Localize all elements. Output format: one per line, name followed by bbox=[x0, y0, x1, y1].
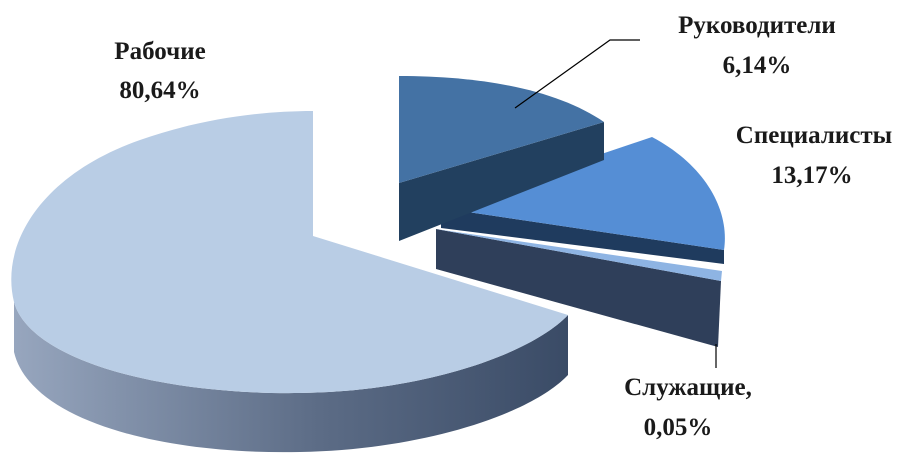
value-specialists: 13,17% bbox=[771, 162, 852, 189]
slice-group-specialists bbox=[441, 137, 725, 264]
slice-group-employees bbox=[436, 229, 722, 347]
slice-group-workers bbox=[11, 111, 568, 453]
label-managers: Руководители bbox=[678, 12, 836, 39]
slice-employees bbox=[436, 229, 722, 281]
label-specialists: Специалисты bbox=[736, 122, 892, 149]
value-workers: 80,64% bbox=[119, 77, 200, 104]
slice-group-managers bbox=[399, 76, 604, 241]
slice-side-workers bbox=[14, 302, 568, 453]
label-employees: Служащие, bbox=[624, 374, 752, 401]
slice-specialists bbox=[441, 137, 725, 250]
value-employees: 0,05% bbox=[644, 414, 713, 441]
slice-side-managers bbox=[399, 122, 604, 241]
value-managers: 6,14% bbox=[723, 52, 792, 79]
label-workers: Рабочие bbox=[114, 38, 205, 65]
slice-side-specialists bbox=[441, 208, 724, 264]
slice-workers bbox=[11, 111, 568, 394]
leader-line-managers bbox=[514, 39, 640, 109]
slice-side-employees bbox=[436, 229, 721, 347]
slice-managers bbox=[399, 76, 604, 183]
